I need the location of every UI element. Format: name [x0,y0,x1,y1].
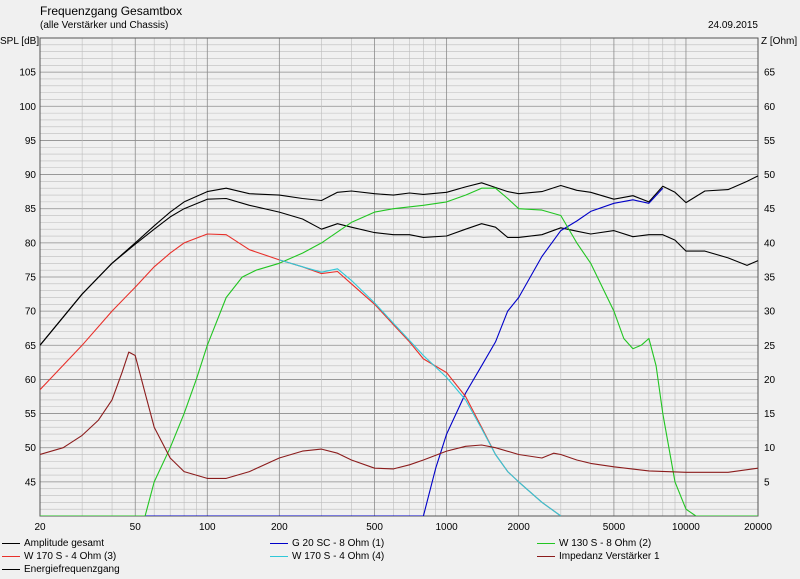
series-line-5 [279,259,562,516]
series-line-0 [40,175,758,346]
y-tick-label: 90 [25,170,37,181]
chart-subtitle: (alle Verstärker und Chassis) [40,20,169,31]
y2-tick-label: 35 [764,273,776,284]
y2-tick-label: 10 [764,443,776,454]
y-tick-label: 85 [25,204,37,215]
x-tick-label: 10000 [672,522,700,533]
x-tick-label: 2000 [508,522,531,533]
legend-label: W 130 S - 8 Ohm (2) [559,538,652,549]
y2-tick-label: 50 [764,170,776,181]
x-tick-label: 20000 [744,522,772,533]
legend-swatch [270,542,288,544]
y2-tick-label: 55 [764,136,776,147]
legend-label: Impedanz Verstärker 1 [559,551,660,562]
legend-swatch [270,555,288,557]
legend-label: W 170 S - 4 Ohm (3) [24,551,117,562]
chart-title: Frequenzgang Gesamtbox [40,4,183,18]
legend-swatch [537,542,555,544]
legend-label: Amplitude gesamt [24,538,105,549]
y-tick-label: 65 [25,341,37,352]
y-tick-label: 75 [25,273,37,284]
y2-tick-label: 15 [764,409,776,420]
y-tick-label: 105 [19,68,36,79]
series-line-2 [40,187,664,516]
legend-item: Energiefrequenzgang [2,564,120,576]
legend-swatch [2,542,20,544]
y2-tick-label: 20 [764,375,776,386]
x-tick-label: 100 [199,522,216,533]
legend-item: Amplitude gesamt [2,538,104,550]
chart-date: 24.09.2015 [707,20,758,31]
y-tick-label: 70 [25,307,37,318]
x-tick-label: 5000 [603,522,626,533]
legend-item: W 130 S - 8 Ohm (2) [537,538,651,550]
series-line-6 [40,351,758,479]
y-axis-label-left: SPL [dB] [0,36,40,47]
legend-label: Energiefrequenzgang [24,564,120,575]
y2-tick-label: 30 [764,307,776,318]
x-tick-label: 500 [366,522,383,533]
legend-label: G 20 SC - 8 Ohm (1) [292,538,385,549]
y2-tick-label: 25 [764,341,776,352]
x-tick-label: 50 [130,522,142,533]
legend-item: W 170 S - 4 Ohm (4) [270,551,384,563]
legend-swatch [2,555,20,557]
legend-item: W 170 S - 4 Ohm (3) [2,551,116,563]
y-axis-label-right: Z [Ohm] [761,36,798,47]
series-line-3 [40,187,758,516]
x-tick-label: 20 [34,522,46,533]
y2-tick-label: 45 [764,204,776,215]
y-tick-label: 55 [25,409,37,420]
legend-item: G 20 SC - 8 Ohm (1) [270,538,384,550]
legend-swatch [2,568,20,570]
y-tick-label: 95 [25,136,37,147]
x-tick-label: 200 [271,522,288,533]
y2-tick-label: 60 [764,102,776,113]
y2-tick-label: 5 [764,477,770,488]
y-tick-label: 45 [25,477,37,488]
y-tick-label: 50 [25,443,37,454]
legend-item: Impedanz Verstärker 1 [537,551,660,563]
legend-label: W 170 S - 4 Ohm (4) [292,551,385,562]
legend-swatch [537,555,555,557]
series-line-1 [40,197,758,346]
x-tick-label: 1000 [435,522,458,533]
y2-tick-label: 65 [764,68,776,79]
y-tick-label: 100 [19,102,36,113]
y-tick-label: 60 [25,375,37,386]
y2-tick-label: 40 [764,238,776,249]
y-tick-label: 80 [25,238,37,249]
